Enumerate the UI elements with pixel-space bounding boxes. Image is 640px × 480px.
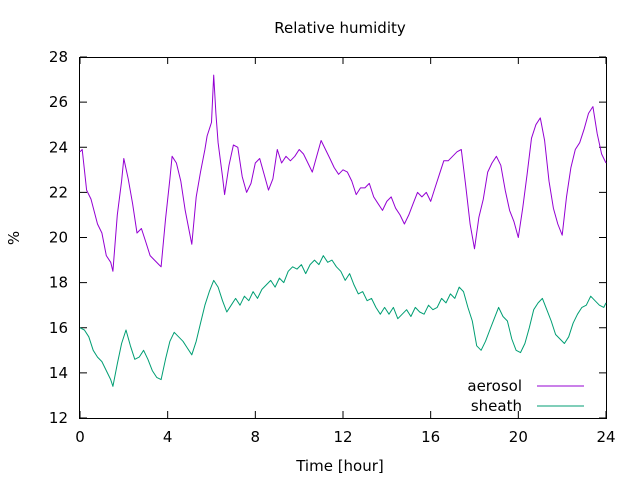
legend-label-sheath: sheath — [471, 397, 522, 415]
series-line-aerosol — [79, 74, 607, 272]
y-tick-label: 20 — [49, 229, 68, 247]
series-line-sheath — [79, 255, 607, 387]
y-tick-label: 24 — [49, 138, 68, 156]
legend-label-aerosol: aerosol — [467, 377, 522, 395]
x-tick-label: 16 — [421, 428, 440, 446]
y-tick-label: 26 — [49, 93, 68, 111]
axis-ticks: 0 4 8 12 16 20 24 12 14 16 18 20 22 24 26 28 — [49, 48, 616, 446]
y-axis-label: % — [5, 231, 23, 245]
legend: aerosol sheath — [467, 377, 584, 415]
chart-title: Relative humidity — [274, 19, 406, 37]
y-tick-label: 18 — [49, 274, 68, 292]
x-tick-label: 0 — [75, 428, 85, 446]
y-tick-label: 28 — [49, 48, 68, 66]
data-series — [79, 74, 607, 387]
y-tick-label: 22 — [49, 183, 68, 201]
x-tick-label: 24 — [596, 428, 615, 446]
x-axis-label: Time [hour] — [295, 457, 384, 475]
plot-frame — [79, 57, 607, 419]
x-tick-label: 8 — [251, 428, 261, 446]
x-tick-label: 20 — [509, 428, 528, 446]
x-tick-label: 4 — [163, 428, 173, 446]
y-tick-label: 14 — [49, 364, 68, 382]
y-tick-label: 12 — [49, 409, 68, 427]
x-tick-label: 12 — [333, 428, 352, 446]
y-tick-label: 16 — [49, 319, 68, 337]
